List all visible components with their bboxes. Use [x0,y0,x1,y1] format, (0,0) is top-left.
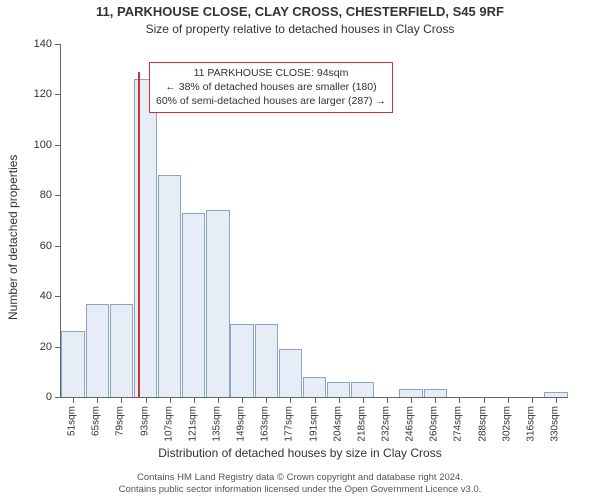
x-tick-label: 260sqm [429,406,440,442]
x-tick-label: 177sqm [284,406,295,442]
histogram-bar [279,349,302,397]
y-tick [55,347,61,348]
footer-line-1: Contains HM Land Registry data © Crown c… [0,472,600,484]
x-tick [411,397,412,403]
x-tick [73,397,74,403]
x-tick [435,397,436,403]
x-tick-label: 316sqm [525,406,536,442]
x-tick [194,397,195,403]
x-tick-label: 51sqm [67,406,78,436]
histogram-bar [206,210,229,397]
histogram-bar [182,213,205,397]
x-tick-label: 65sqm [91,406,102,436]
x-tick-label: 204sqm [332,406,343,442]
chart-container: 11, PARKHOUSE CLOSE, CLAY CROSS, CHESTER… [0,0,600,500]
y-tick-label: 60 [0,240,52,252]
x-tick [242,397,243,403]
annotation-box: 11 PARKHOUSE CLOSE: 94sqm← 38% of detach… [149,62,393,113]
x-tick-label: 93sqm [139,406,150,436]
x-tick [484,397,485,403]
x-tick [556,397,557,403]
x-tick-label: 288sqm [477,406,488,442]
x-tick [170,397,171,403]
x-tick-label: 149sqm [236,406,247,442]
annotation-line: ← 38% of detached houses are smaller (18… [156,80,386,94]
x-tick [121,397,122,403]
footer-attribution: Contains HM Land Registry data © Crown c… [0,472,600,496]
x-tick [339,397,340,403]
x-tick-label: 302sqm [501,406,512,442]
x-axis-title: Distribution of detached houses by size … [0,446,600,460]
property-marker-line [138,72,140,397]
x-tick-label: 121sqm [187,406,198,442]
footer-line-2: Contains public sector information licen… [0,484,600,496]
x-tick-label: 330sqm [549,406,560,442]
title-address: 11, PARKHOUSE CLOSE, CLAY CROSS, CHESTER… [0,4,600,19]
annotation-line: 11 PARKHOUSE CLOSE: 94sqm [156,66,386,80]
histogram-bar [424,389,447,397]
y-tick-label: 120 [0,88,52,100]
y-tick-label: 40 [0,290,52,302]
x-tick-label: 274sqm [453,406,464,442]
x-tick [315,397,316,403]
x-tick [363,397,364,403]
histogram-bar [351,382,374,397]
x-tick-label: 107sqm [163,406,174,442]
y-tick [55,145,61,146]
x-tick [387,397,388,403]
x-tick-label: 135sqm [211,406,222,442]
x-tick [508,397,509,403]
histogram-bar [255,324,278,397]
x-tick [459,397,460,403]
y-tick-label: 20 [0,341,52,353]
histogram-bar [230,324,253,397]
y-tick [55,44,61,45]
x-tick-label: 232sqm [380,406,391,442]
plot-area: 11 PARKHOUSE CLOSE: 94sqm← 38% of detach… [60,44,568,398]
histogram-bar [303,377,326,397]
histogram-bar [327,382,350,397]
histogram-bar [399,389,422,397]
x-tick-label: 246sqm [405,406,416,442]
x-tick [218,397,219,403]
annotation-line: 60% of semi-detached houses are larger (… [156,94,386,108]
histogram-bar [86,304,109,397]
y-tick [55,397,61,398]
y-tick [55,296,61,297]
histogram-bar [110,304,133,397]
y-tick-label: 140 [0,38,52,50]
x-tick [532,397,533,403]
x-tick [146,397,147,403]
x-tick-label: 163sqm [260,406,271,442]
y-tick-label: 0 [0,391,52,403]
y-tick-label: 80 [0,189,52,201]
histogram-bar [158,175,181,397]
y-tick [55,94,61,95]
x-tick [97,397,98,403]
x-tick-label: 218sqm [356,406,367,442]
y-tick [55,195,61,196]
x-tick-label: 79sqm [115,406,126,436]
x-tick [266,397,267,403]
y-tick [55,246,61,247]
x-tick [290,397,291,403]
title-subtitle: Size of property relative to detached ho… [0,22,600,36]
histogram-bar [61,331,84,397]
y-tick-label: 100 [0,139,52,151]
x-tick-label: 191sqm [308,406,319,442]
